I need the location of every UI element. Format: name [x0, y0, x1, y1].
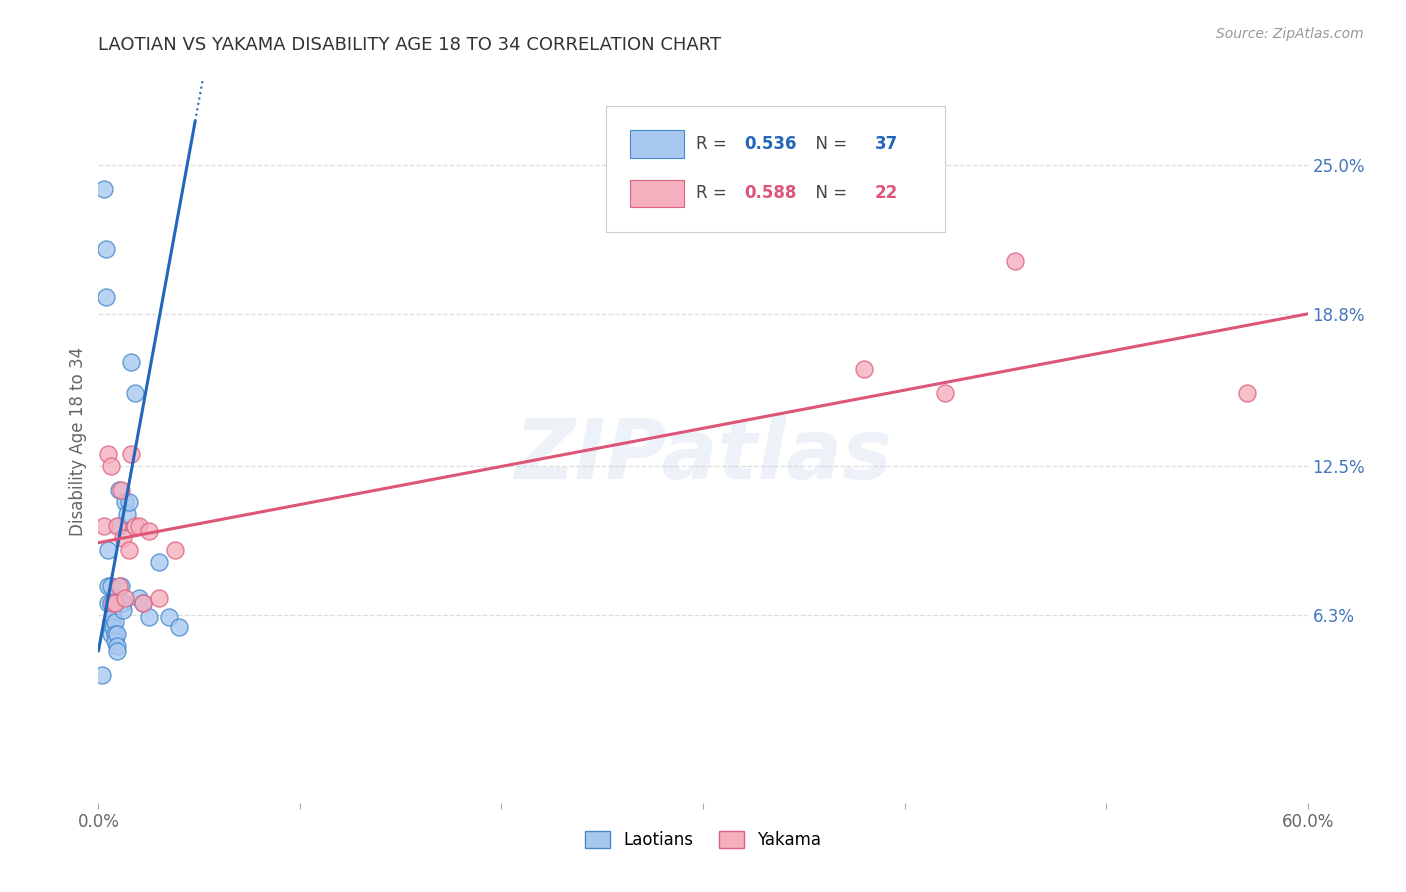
Point — [96, 290, 118, 304]
Text: LAOTIAN VS YAKAMA DISABILITY AGE 18 TO 34 CORRELATION CHART: LAOTIAN VS YAKAMA DISABILITY AGE 18 TO 3… — [98, 36, 721, 54]
Point — [103, 627, 125, 641]
Point — [100, 596, 122, 610]
Point — [115, 507, 138, 521]
Point — [111, 596, 134, 610]
Text: 0.536: 0.536 — [744, 136, 797, 153]
Text: 22: 22 — [875, 185, 898, 202]
Point — [114, 591, 136, 605]
Y-axis label: Disability Age 18 to 34: Disability Age 18 to 34 — [69, 347, 87, 536]
Point — [107, 483, 129, 497]
Point — [105, 639, 128, 653]
Point — [93, 518, 115, 533]
Text: N =: N = — [804, 185, 852, 202]
Point — [111, 603, 134, 617]
Point — [93, 181, 115, 195]
Point — [114, 494, 136, 508]
Point — [120, 355, 142, 369]
Point — [132, 596, 155, 610]
Point — [103, 634, 125, 648]
Point — [97, 542, 120, 557]
Point — [853, 362, 876, 376]
Point — [138, 610, 160, 624]
Point — [107, 579, 129, 593]
Point — [163, 542, 186, 557]
Text: R =: R = — [696, 136, 731, 153]
Point — [100, 579, 122, 593]
Point — [96, 242, 118, 256]
Point — [105, 518, 128, 533]
Point — [111, 531, 134, 545]
Point — [157, 610, 180, 624]
Point — [124, 518, 146, 533]
Point — [100, 458, 122, 473]
Point — [91, 668, 114, 682]
Point — [118, 542, 141, 557]
Point — [103, 615, 125, 630]
Point — [132, 596, 155, 610]
FancyBboxPatch shape — [606, 105, 945, 232]
Text: R =: R = — [696, 185, 731, 202]
FancyBboxPatch shape — [630, 130, 683, 158]
Point — [105, 627, 128, 641]
Point — [101, 610, 124, 624]
Text: Source: ZipAtlas.com: Source: ZipAtlas.com — [1216, 27, 1364, 41]
Point — [128, 591, 150, 605]
Point — [103, 596, 125, 610]
Point — [124, 386, 146, 401]
Point — [118, 494, 141, 508]
Point — [1004, 253, 1026, 268]
Point — [110, 579, 132, 593]
FancyBboxPatch shape — [630, 179, 683, 207]
Point — [101, 603, 124, 617]
Point — [1236, 386, 1258, 401]
Point — [148, 591, 170, 605]
Point — [100, 627, 122, 641]
Text: ZIPatlas: ZIPatlas — [515, 416, 891, 497]
Point — [120, 446, 142, 460]
Point — [101, 596, 124, 610]
Point — [110, 483, 132, 497]
Point — [97, 446, 120, 460]
Point — [138, 524, 160, 538]
Point — [97, 596, 120, 610]
Point — [167, 620, 190, 634]
Text: N =: N = — [804, 136, 852, 153]
Point — [101, 620, 124, 634]
Text: 0.588: 0.588 — [744, 185, 796, 202]
Point — [110, 596, 132, 610]
Point — [97, 579, 120, 593]
Point — [148, 555, 170, 569]
Point — [107, 518, 129, 533]
Text: 37: 37 — [875, 136, 898, 153]
Legend: Laotians, Yakama: Laotians, Yakama — [578, 824, 828, 856]
Point — [100, 615, 122, 630]
Point — [105, 644, 128, 658]
Point — [934, 386, 956, 401]
Point — [128, 518, 150, 533]
